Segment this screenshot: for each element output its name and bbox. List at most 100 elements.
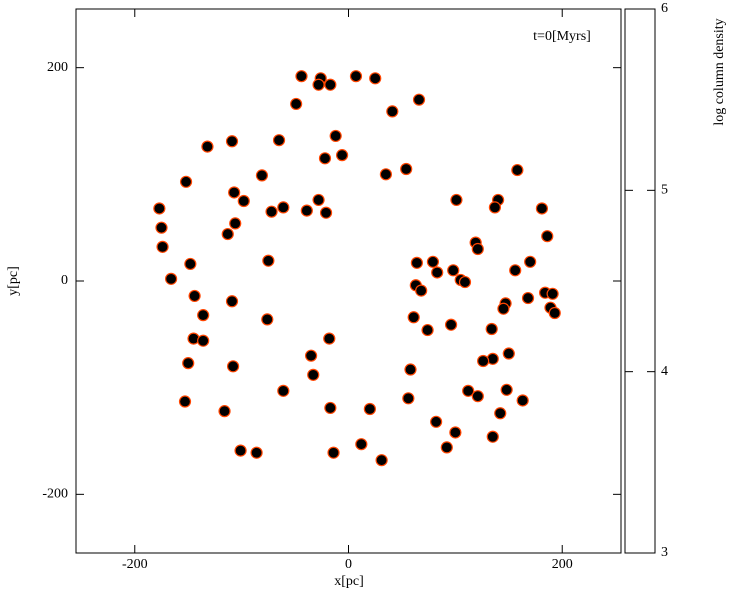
point — [155, 221, 168, 234]
point — [156, 240, 169, 253]
x-tick-label: 0 — [345, 557, 352, 572]
colorbar-tick-label: 5 — [661, 183, 668, 198]
point — [229, 217, 242, 230]
point — [290, 97, 303, 111]
point — [444, 318, 458, 331]
point — [386, 105, 399, 118]
point — [511, 163, 524, 177]
point — [319, 206, 333, 219]
point — [430, 415, 443, 428]
point — [516, 394, 529, 407]
point — [497, 302, 510, 315]
point — [234, 444, 247, 457]
point — [471, 242, 484, 256]
point — [295, 70, 308, 83]
point — [182, 357, 195, 370]
point — [402, 392, 415, 405]
point — [178, 395, 192, 408]
point — [197, 309, 210, 322]
point — [197, 334, 210, 347]
point — [458, 275, 472, 289]
point — [426, 255, 440, 268]
point — [324, 78, 337, 91]
point — [349, 70, 363, 83]
point — [541, 230, 554, 243]
plot-frame — [75, 8, 622, 554]
point — [237, 194, 250, 208]
point — [375, 454, 388, 467]
point — [304, 349, 318, 362]
point — [277, 384, 290, 397]
point — [494, 407, 507, 420]
colorbar — [624, 8, 656, 554]
point — [307, 368, 320, 381]
point — [323, 332, 336, 345]
point — [226, 360, 240, 373]
point — [509, 264, 522, 277]
point — [404, 363, 417, 376]
point — [300, 204, 313, 217]
colorbar-label: log column density — [712, 18, 727, 125]
point — [369, 72, 382, 85]
y-axis-label: y[pc] — [6, 266, 21, 296]
point — [312, 78, 325, 91]
point — [412, 93, 426, 106]
point — [272, 134, 286, 147]
point — [548, 306, 561, 320]
point — [546, 287, 559, 300]
point — [327, 446, 340, 459]
point — [431, 266, 444, 279]
point — [502, 347, 515, 360]
point — [488, 201, 502, 214]
point — [225, 295, 239, 308]
y-tick-label: 200 — [47, 60, 68, 75]
colorbar-tick-label: 4 — [661, 364, 668, 379]
point — [262, 254, 275, 267]
point — [447, 264, 460, 277]
point — [477, 354, 490, 368]
point — [277, 201, 290, 214]
point — [153, 202, 166, 215]
point — [524, 255, 537, 268]
point — [329, 129, 342, 143]
point — [218, 405, 231, 418]
point — [440, 441, 453, 454]
point — [485, 322, 498, 336]
point — [250, 446, 263, 459]
point — [228, 186, 241, 199]
point — [179, 175, 193, 188]
x-axis-label: x[pc] — [334, 574, 364, 589]
point — [363, 402, 376, 416]
point — [521, 291, 535, 305]
point — [500, 383, 513, 396]
point — [335, 149, 349, 162]
annotation: t=0[Myrs] — [533, 29, 591, 44]
point — [486, 430, 499, 443]
y-tick-label: -200 — [42, 487, 68, 502]
point — [201, 140, 214, 153]
point — [421, 323, 434, 337]
point — [225, 135, 239, 148]
point — [449, 426, 462, 439]
y-tick-label: 0 — [61, 273, 68, 288]
point — [188, 289, 201, 303]
colorbar-tick-label: 6 — [661, 1, 668, 16]
point — [415, 284, 428, 297]
point — [255, 169, 269, 182]
colorbar-tick-label: 3 — [661, 545, 668, 560]
point — [407, 311, 420, 324]
point — [355, 438, 368, 451]
point — [221, 227, 234, 241]
point — [265, 205, 278, 218]
point — [312, 193, 325, 207]
x-tick-label: -200 — [122, 557, 148, 572]
point — [535, 202, 549, 215]
point — [261, 313, 274, 326]
point — [471, 390, 484, 403]
point — [450, 193, 463, 207]
x-tick-label: 200 — [552, 557, 573, 572]
point — [324, 401, 337, 415]
point — [318, 152, 332, 165]
point — [165, 272, 178, 285]
